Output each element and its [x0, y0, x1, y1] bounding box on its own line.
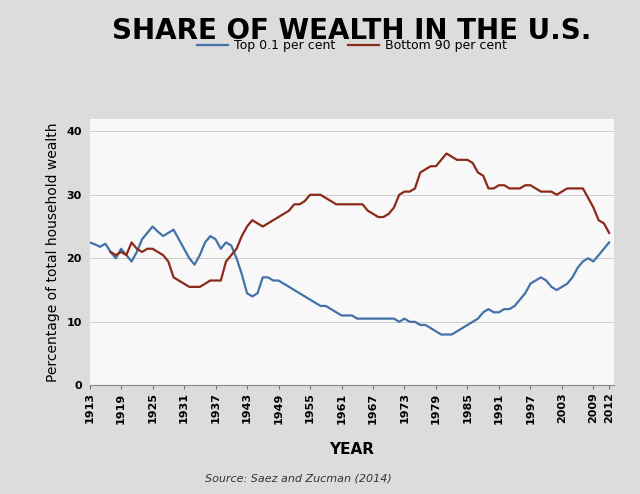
Text: SHARE OF WEALTH IN THE U.S.: SHARE OF WEALTH IN THE U.S.: [112, 17, 592, 45]
Y-axis label: Percentage of total household wealth: Percentage of total household wealth: [45, 122, 60, 382]
Top 0.1 per cent: [437, 331, 445, 337]
Bottom 90 per cent: [443, 151, 451, 157]
Legend: Top 0.1 per cent, Bottom 90 per cent: Top 0.1 per cent, Bottom 90 per cent: [196, 40, 508, 52]
Bottom 90 per cent: [605, 230, 613, 236]
Top 0.1 per cent: [605, 240, 613, 246]
Bottom 90 per cent: [574, 185, 582, 191]
Bottom 90 per cent: [327, 198, 335, 204]
Bottom 90 per cent: [107, 249, 115, 255]
Bottom 90 per cent: [175, 278, 182, 284]
Line: Top 0.1 per cent: Top 0.1 per cent: [90, 227, 609, 334]
Top 0.1 per cent: [148, 224, 156, 230]
Bottom 90 per cent: [186, 284, 193, 290]
Bottom 90 per cent: [380, 214, 387, 220]
Bottom 90 per cent: [364, 207, 372, 213]
Top 0.1 per cent: [86, 240, 93, 246]
Top 0.1 per cent: [401, 316, 408, 322]
Line: Bottom 90 per cent: Bottom 90 per cent: [111, 154, 609, 287]
Top 0.1 per cent: [574, 265, 582, 271]
Top 0.1 per cent: [589, 258, 597, 264]
Text: Source: Saez and Zucman (2014): Source: Saez and Zucman (2014): [205, 474, 392, 484]
Bottom 90 per cent: [253, 220, 261, 226]
Top 0.1 per cent: [191, 262, 198, 268]
Top 0.1 per cent: [212, 236, 220, 242]
Text: YEAR: YEAR: [330, 442, 374, 457]
Top 0.1 per cent: [358, 316, 366, 322]
